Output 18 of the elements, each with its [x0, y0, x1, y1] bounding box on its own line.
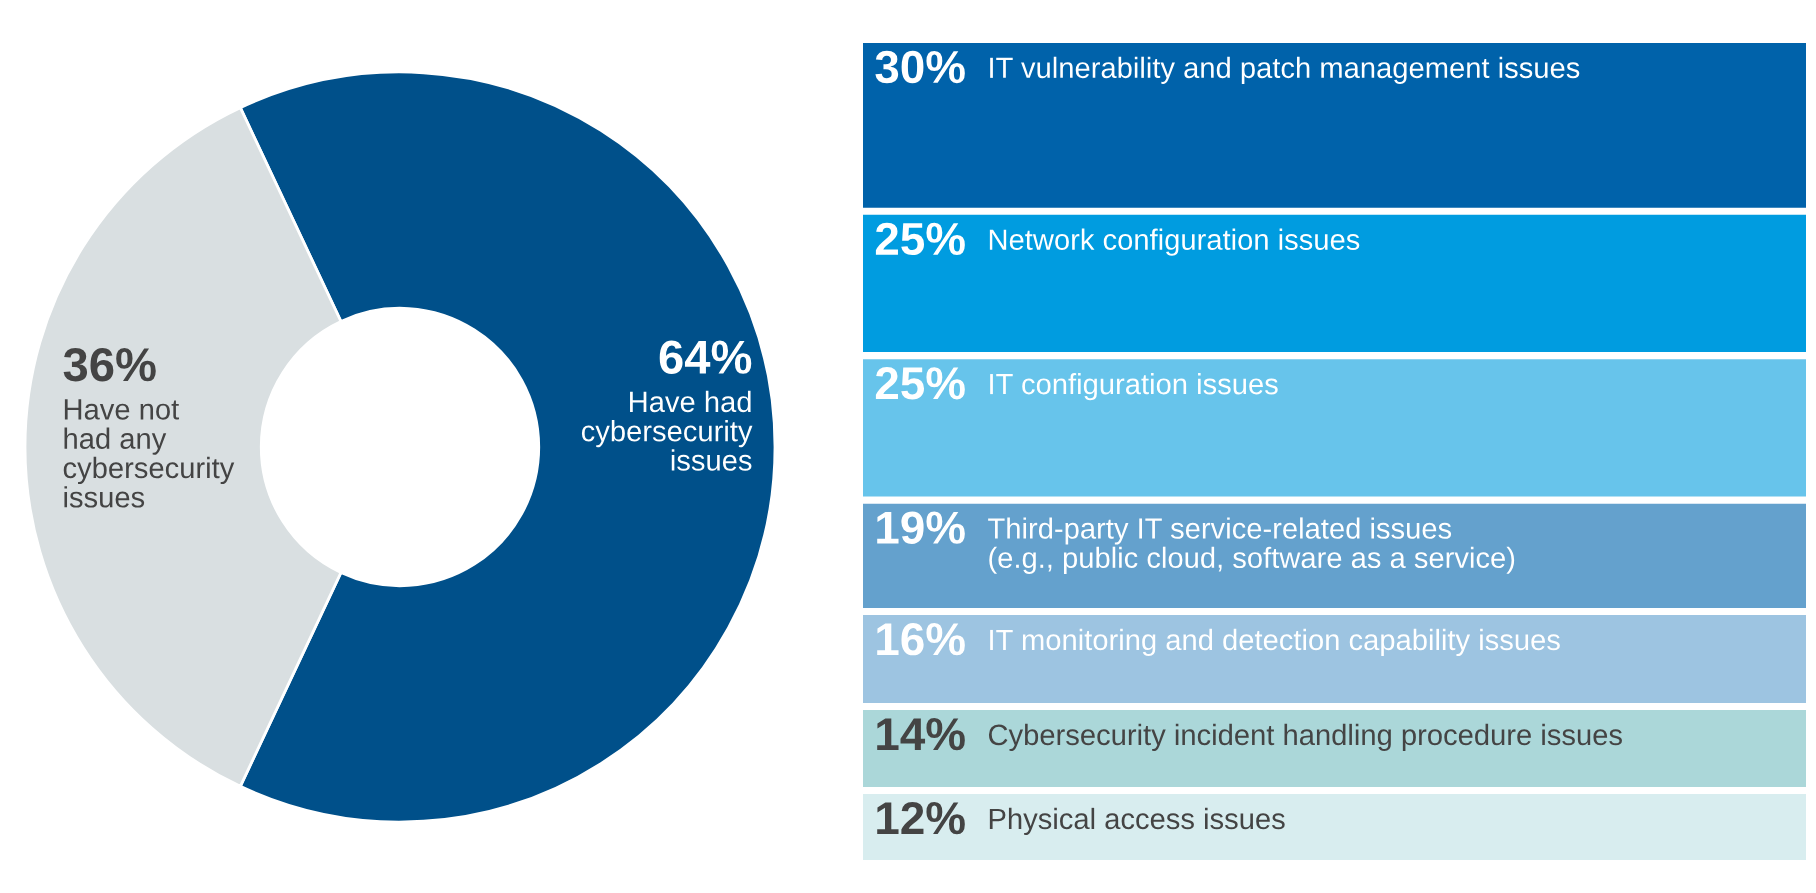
- data-label: 25%: [875, 367, 965, 400]
- data-label: 19%: [877, 511, 965, 544]
- data-label: 30%: [875, 50, 965, 84]
- category-label: Physical access issues: [989, 807, 1285, 836]
- category-label: IT vulnerability and patch management issues: [990, 56, 1580, 84]
- data-label: 64%: [659, 340, 752, 374]
- data-label: 14%: [877, 718, 965, 751]
- category-label: Third-party IT service-related issues (e.g., public cloud, software as a service): [988, 517, 1515, 574]
- category-label: IT configuration issues: [990, 372, 1278, 401]
- data-label: 16%: [877, 622, 965, 656]
- category-label: Network configuration issues: [989, 228, 1360, 256]
- data-label: 36%: [63, 347, 156, 382]
- data-label: 25%: [875, 222, 965, 256]
- category-label: Cybersecurity incident handling procedure issues: [988, 723, 1622, 752]
- slice-label: Have had cybersecurity issues: [581, 390, 753, 471]
- slice-label: Have not had any cybersecurity issues: [63, 399, 235, 508]
- category-label: IT monitoring and detection capability issues: [990, 628, 1560, 657]
- data-label: 12%: [877, 801, 965, 835]
